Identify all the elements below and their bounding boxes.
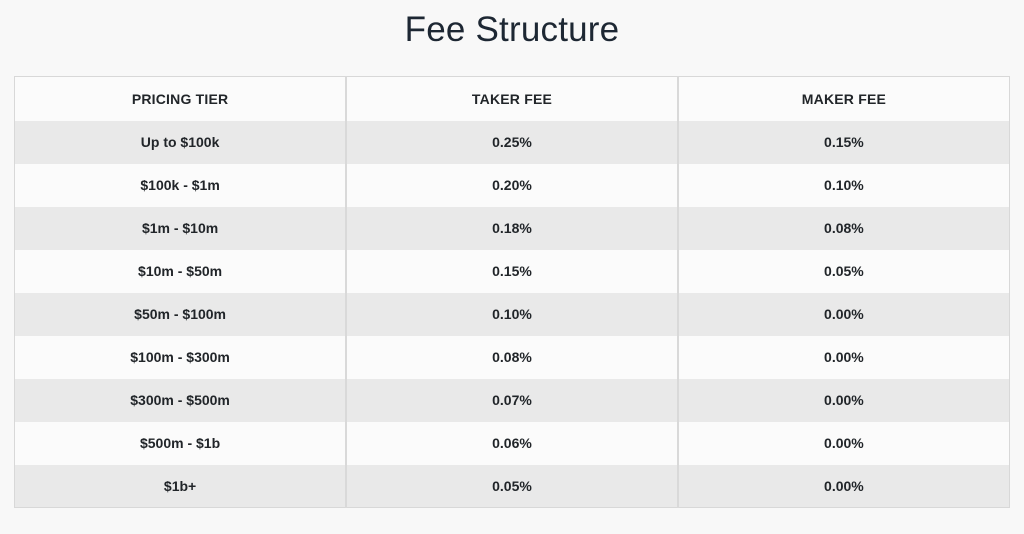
fee-table-container: PRICING TIER TAKER FEE MAKER FEE Up to $…: [14, 76, 1010, 508]
cell-maker-fee: 0.00%: [676, 421, 1010, 465]
table-row: $1m - $10m 0.18% 0.08%: [14, 206, 1010, 250]
table-row: Up to $100k 0.25% 0.15%: [14, 120, 1010, 164]
cell-taker-fee: 0.15%: [345, 249, 678, 293]
header-row: PRICING TIER TAKER FEE MAKER FEE: [14, 76, 1010, 121]
cell-pricing-tier: $100k - $1m: [14, 163, 347, 207]
cell-taker-fee: 0.10%: [345, 292, 678, 336]
table-row: $10m - $50m 0.15% 0.05%: [14, 249, 1010, 293]
cell-pricing-tier: $500m - $1b: [14, 421, 347, 465]
cell-maker-fee: 0.08%: [676, 206, 1010, 250]
cell-pricing-tier: $1b+: [14, 464, 347, 508]
cell-pricing-tier: $300m - $500m: [14, 378, 347, 422]
table-row: $1b+ 0.05% 0.00%: [14, 464, 1010, 508]
cell-pricing-tier: $50m - $100m: [14, 292, 347, 336]
cell-maker-fee: 0.00%: [676, 335, 1010, 379]
cell-maker-fee: 0.00%: [676, 292, 1010, 336]
table-row: $300m - $500m 0.07% 0.00%: [14, 378, 1010, 422]
column-header-taker-fee: TAKER FEE: [345, 76, 678, 121]
table-row: $100m - $300m 0.08% 0.00%: [14, 335, 1010, 379]
cell-taker-fee: 0.05%: [345, 464, 678, 508]
cell-taker-fee: 0.25%: [345, 120, 678, 164]
cell-pricing-tier: Up to $100k: [14, 120, 347, 164]
column-header-maker-fee: MAKER FEE: [676, 76, 1010, 121]
cell-maker-fee: 0.05%: [676, 249, 1010, 293]
cell-taker-fee: 0.08%: [345, 335, 678, 379]
fee-table-header: PRICING TIER TAKER FEE MAKER FEE: [14, 76, 1010, 121]
column-header-pricing-tier: PRICING TIER: [14, 76, 347, 121]
table-row: $100k - $1m 0.20% 0.10%: [14, 163, 1010, 207]
fee-table: PRICING TIER TAKER FEE MAKER FEE Up to $…: [14, 76, 1010, 508]
cell-pricing-tier: $100m - $300m: [14, 335, 347, 379]
cell-taker-fee: 0.20%: [345, 163, 678, 207]
cell-taker-fee: 0.07%: [345, 378, 678, 422]
cell-maker-fee: 0.00%: [676, 464, 1010, 508]
cell-maker-fee: 0.15%: [676, 120, 1010, 164]
cell-taker-fee: 0.18%: [345, 206, 678, 250]
table-row: $50m - $100m 0.10% 0.00%: [14, 292, 1010, 336]
cell-maker-fee: 0.00%: [676, 378, 1010, 422]
cell-pricing-tier: $10m - $50m: [14, 249, 347, 293]
cell-taker-fee: 0.06%: [345, 421, 678, 465]
fee-table-body: Up to $100k 0.25% 0.15% $100k - $1m 0.20% 0.1…: [14, 120, 1010, 508]
cell-pricing-tier: $1m - $10m: [14, 206, 347, 250]
cell-maker-fee: 0.10%: [676, 163, 1010, 207]
page-title: Fee Structure: [404, 10, 620, 49]
table-row: $500m - $1b 0.06% 0.00%: [14, 421, 1010, 465]
